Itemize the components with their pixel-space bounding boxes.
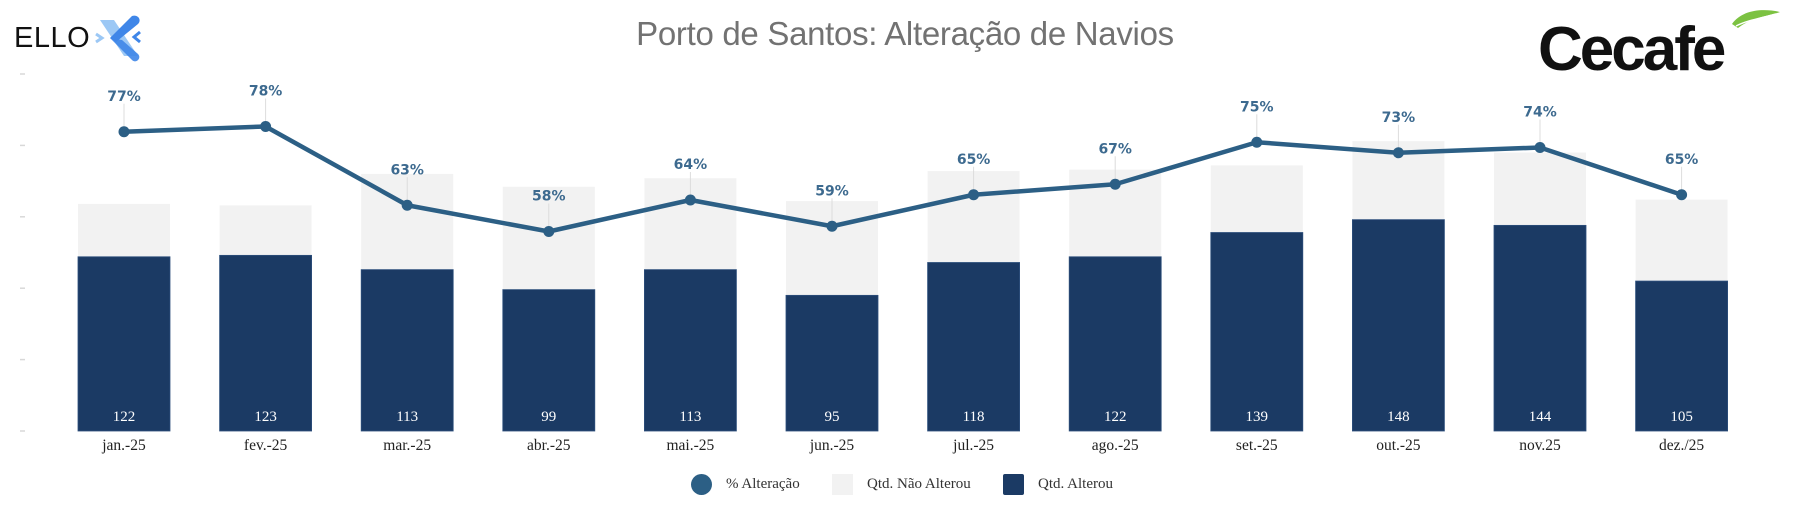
- bar-alterou: [644, 269, 737, 432]
- bar-alterou: [219, 254, 313, 432]
- pct-data-label: 59%: [815, 183, 849, 199]
- x-axis-label: jun.-25: [809, 437, 855, 454]
- pct-point: [1676, 189, 1688, 201]
- pct-point: [1534, 142, 1546, 153]
- pct-point: [684, 194, 696, 206]
- bar-alterou: [1635, 280, 1728, 432]
- bar-value-label: 118: [963, 409, 985, 425]
- chart-title: Porto de Santos: Alteração de Navios: [636, 15, 1174, 52]
- bar-alterou: [1493, 224, 1587, 432]
- legend-label: Qtd. Não Alterou: [867, 475, 971, 492]
- bar-alterou: [927, 262, 1020, 432]
- pct-data-label: 77%: [107, 89, 141, 105]
- legend-item-alterou[interactable]: Qtd. Alterou: [1003, 472, 1113, 496]
- pct-data-label: 67%: [1098, 141, 1132, 157]
- pct-point: [968, 189, 980, 201]
- legend: % Alteração Qtd. Não Alterou Qtd. Altero…: [0, 472, 1800, 496]
- pct-data-label: 74%: [1523, 105, 1557, 121]
- bar-alterou: [1352, 219, 1445, 432]
- cecafe-logo: Cecafe: [1538, 10, 1780, 78]
- x-axis-label: jan.-25: [101, 437, 146, 454]
- bar-value-label: 122: [113, 409, 136, 425]
- legend-square-icon: [832, 473, 853, 495]
- legend-square-icon: [1003, 473, 1024, 495]
- bar-alterou: [1210, 232, 1304, 432]
- bar-alterou: [360, 269, 454, 432]
- bar-series: 122 123 113 99 113 95 118 122 139 148 144 105: [77, 141, 1728, 432]
- pct-data-label: 78%: [249, 84, 283, 100]
- x-axis-labels: jan.-25 fev.-25 mar.-25 abr.-25 mai.-25 jun.-…: [101, 437, 1704, 454]
- pct-point: [1251, 136, 1263, 148]
- leaf-icon: [1732, 10, 1780, 28]
- bar-value-label: 123: [254, 409, 277, 425]
- x-axis-label: fev.-25: [244, 437, 288, 454]
- bar-nao-alterou: [1494, 152, 1586, 226]
- legend-label: Qtd. Alterou: [1038, 475, 1113, 492]
- bar-value-label: 144: [1529, 409, 1552, 425]
- legend-item-pct[interactable]: % Alteração: [691, 472, 800, 496]
- bar-value-label: 113: [396, 409, 418, 425]
- x-axis-label: set.-25: [1236, 437, 1278, 454]
- pct-point: [1392, 147, 1404, 159]
- pct-data-label: 63%: [390, 162, 424, 178]
- ello-logo-text: ELLO: [14, 21, 91, 54]
- bar-value-label: 148: [1387, 409, 1410, 425]
- bar-value-label: 95: [825, 409, 840, 425]
- pct-point: [1109, 178, 1121, 190]
- x-axis-label: dez./25: [1659, 437, 1704, 454]
- x-axis-label: mar.-25: [383, 437, 431, 454]
- x-axis-label: jul.-25: [952, 437, 994, 454]
- pct-point: [401, 199, 413, 211]
- pct-line: [121, 124, 1684, 234]
- bar-value-label: 122: [1104, 409, 1127, 425]
- bar-nao-alterou: [1210, 165, 1303, 233]
- pct-point: [260, 121, 272, 132]
- pct-data-label: 73%: [1382, 110, 1416, 126]
- x-axis-label: ago.-25: [1092, 437, 1139, 454]
- bar-alterou: [502, 289, 596, 432]
- legend-label: % Alteração: [726, 475, 800, 492]
- bar-value-label: 99: [541, 409, 556, 425]
- x-axis-label: out.-25: [1376, 437, 1421, 454]
- legend-circle-icon: [691, 473, 712, 495]
- x-axis-label: mai.-25: [667, 437, 715, 454]
- ello-x-icon: [95, 15, 142, 62]
- bar-nao-alterou: [1635, 199, 1728, 282]
- legend-item-nao-alterou[interactable]: Qtd. Não Alterou: [832, 472, 971, 496]
- bar-alterou: [77, 256, 171, 432]
- pct-point: [118, 126, 130, 138]
- pct-point: [826, 220, 838, 232]
- bar-value-label: 139: [1246, 409, 1269, 425]
- pct-point: [543, 226, 555, 237]
- pct-data-label: 58%: [532, 189, 566, 205]
- line-series: 77% 78% 63% 58% 64% 59% 65% 67% 75% 73% 74% 65%: [107, 84, 1699, 237]
- bar-value-label: 105: [1670, 409, 1693, 425]
- bar-alterou: [1068, 256, 1162, 432]
- bar-nao-alterou: [219, 205, 312, 256]
- y-axis-ticks: [20, 73, 25, 432]
- cecafe-logo-text: Cecafe: [1538, 15, 1725, 78]
- pct-data-label: 64%: [674, 157, 708, 173]
- pct-data-label: 75%: [1240, 99, 1274, 115]
- pct-data-label: 65%: [957, 152, 991, 168]
- x-axis-label: nov.25: [1519, 437, 1561, 454]
- pct-data-label: 65%: [1665, 152, 1699, 168]
- ello-logo: ELLO: [14, 12, 144, 64]
- bar-value-label: 113: [679, 409, 701, 425]
- bar-nao-alterou: [78, 203, 170, 257]
- x-axis-label: abr.-25: [527, 437, 571, 454]
- bar-alterou: [785, 294, 879, 432]
